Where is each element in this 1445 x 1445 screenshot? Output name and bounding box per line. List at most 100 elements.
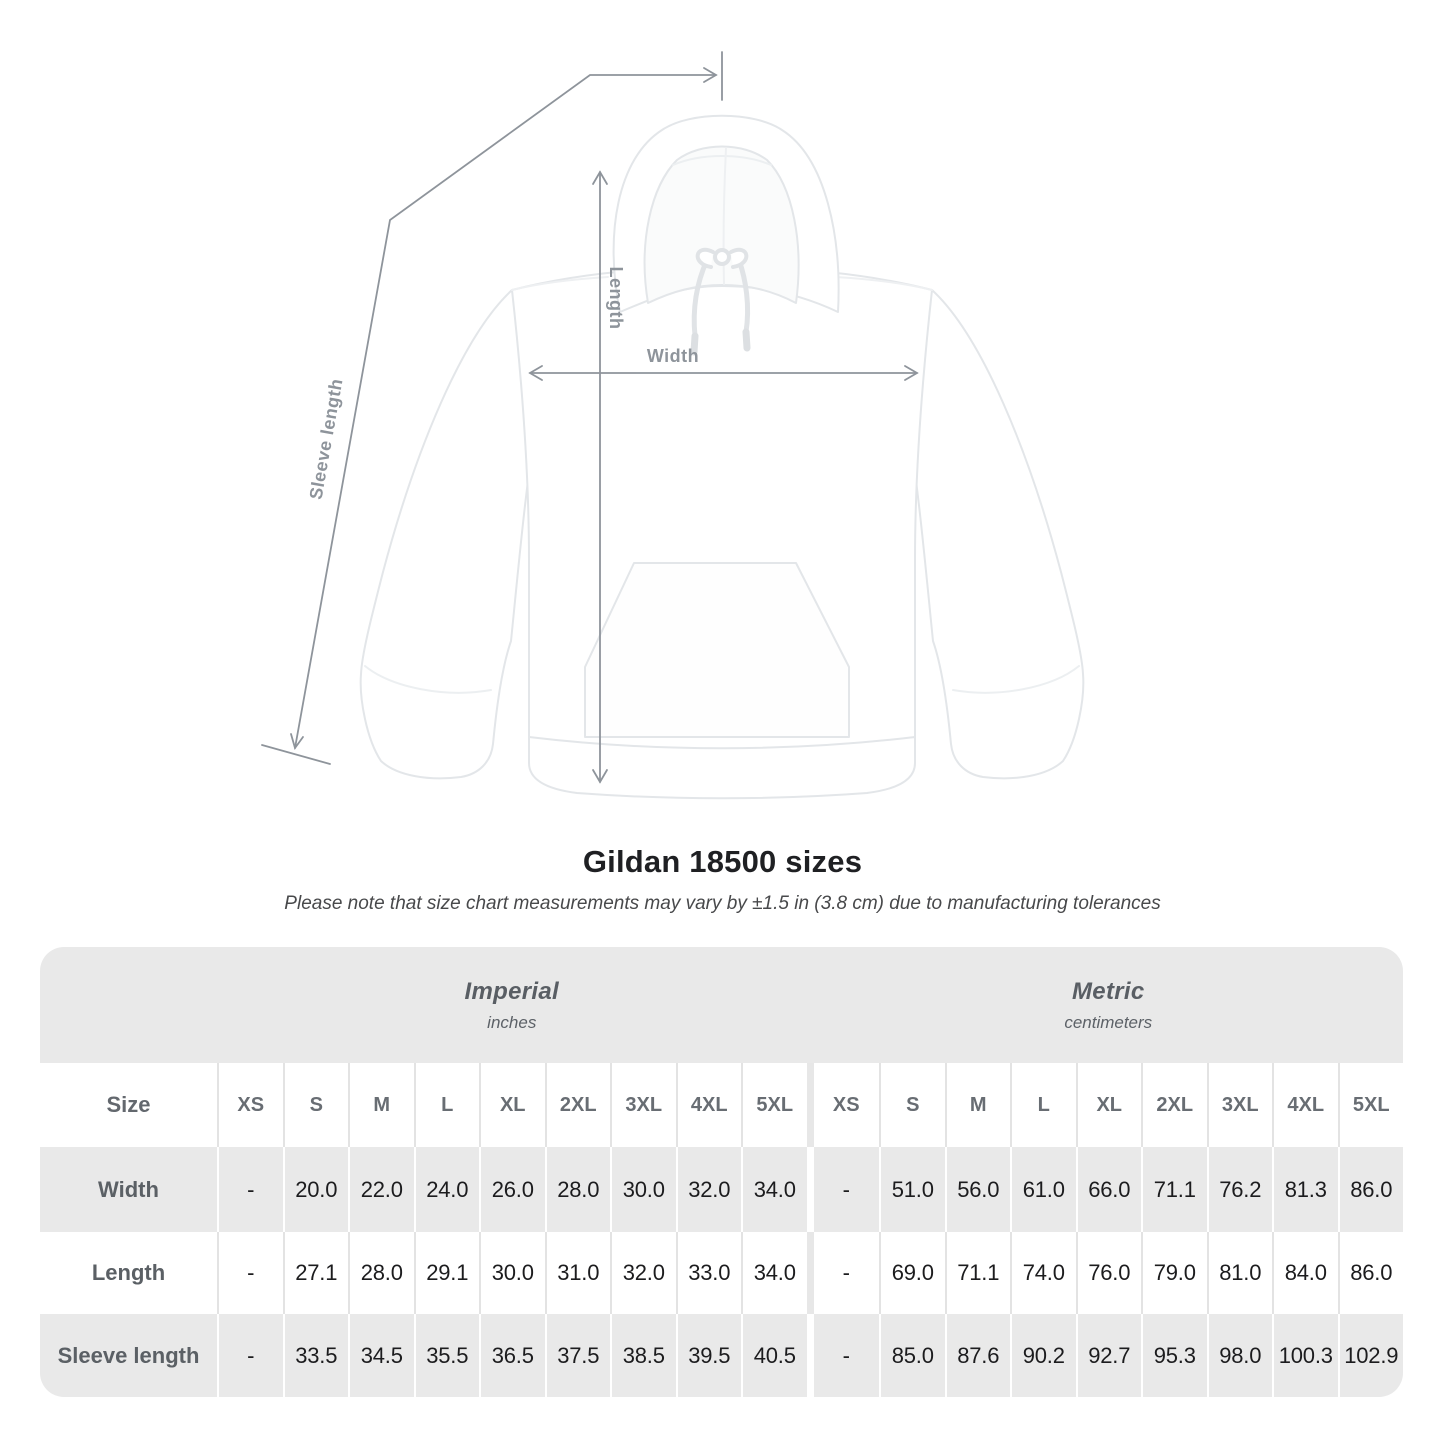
imperial-size-header: 5XL bbox=[741, 1063, 807, 1147]
table-cell: 20.0 bbox=[282, 1147, 348, 1232]
table-cell: 32.0 bbox=[610, 1232, 676, 1314]
metric-group-name: Metric bbox=[1072, 977, 1145, 1005]
hoodie-illustration bbox=[359, 114, 1085, 800]
hoodie-right-cuff-seam bbox=[952, 665, 1080, 694]
arrowhead-up bbox=[592, 170, 608, 185]
table-cell: 98.0 bbox=[1206, 1314, 1272, 1397]
unit-divider bbox=[806, 1232, 814, 1314]
table-cell: - bbox=[217, 1232, 283, 1314]
imperial-group-name: Imperial bbox=[464, 977, 559, 1005]
metric-size-header: L bbox=[1010, 1063, 1076, 1147]
table-cell: 79.0 bbox=[1141, 1232, 1207, 1314]
table-cell: 84.0 bbox=[1272, 1232, 1338, 1314]
table-cell: 66.0 bbox=[1075, 1147, 1141, 1232]
hoodie-pocket bbox=[584, 562, 850, 738]
metric-size-header: XS bbox=[813, 1063, 879, 1147]
table-cell: 90.2 bbox=[1010, 1314, 1076, 1397]
metric-size-header: 4XL bbox=[1272, 1063, 1338, 1147]
tolerance-note: Please note that size chart measurements… bbox=[284, 893, 1161, 914]
sleeve-length-dimension-label: Sleeve length bbox=[306, 377, 347, 501]
width-dimension bbox=[528, 365, 919, 381]
metric-group-header: Metric centimeters bbox=[814, 947, 1404, 1063]
table-cell: 61.0 bbox=[1010, 1147, 1076, 1232]
metric-size-header: 5XL bbox=[1337, 1063, 1403, 1147]
hoodie-hood-opening bbox=[643, 145, 800, 304]
row-label: Sleeve length bbox=[40, 1314, 217, 1397]
table-row-length: Length - 27.1 28.0 29.1 30.0 31.0 32.0 3… bbox=[40, 1232, 1403, 1314]
imperial-size-header: 3XL bbox=[610, 1063, 676, 1147]
table-cell: 34.0 bbox=[741, 1232, 807, 1314]
length-dimension-label: Length bbox=[606, 267, 626, 330]
table-cell: 92.7 bbox=[1075, 1314, 1141, 1397]
table-cell: 37.5 bbox=[544, 1314, 610, 1397]
table-cell: - bbox=[813, 1147, 879, 1232]
table-cell: - bbox=[217, 1314, 283, 1397]
table-cell: 81.3 bbox=[1272, 1147, 1338, 1232]
table-cell: 85.0 bbox=[879, 1314, 945, 1397]
table-cell: - bbox=[813, 1232, 879, 1314]
table-cell: 81.0 bbox=[1206, 1232, 1272, 1314]
table-cell: 74.0 bbox=[1010, 1232, 1076, 1314]
table-cell: 102.9 bbox=[1337, 1314, 1403, 1397]
arrowhead-right bbox=[703, 67, 718, 83]
table-cell: 34.0 bbox=[741, 1147, 807, 1232]
table-cell: 28.0 bbox=[348, 1232, 414, 1314]
metric-group-unit: centimeters bbox=[1064, 1012, 1153, 1032]
table-cell: 56.0 bbox=[944, 1147, 1010, 1232]
imperial-size-header: 4XL bbox=[675, 1063, 741, 1147]
table-cell: 86.0 bbox=[1337, 1232, 1403, 1314]
hoodie-shoulder-seams bbox=[511, 276, 933, 291]
metric-size-header: XL bbox=[1075, 1063, 1141, 1147]
table-cell: 40.5 bbox=[741, 1314, 807, 1397]
table-cell: 33.5 bbox=[282, 1314, 348, 1397]
table-cell: 95.3 bbox=[1141, 1314, 1207, 1397]
hoodie-drawstrings bbox=[690, 247, 751, 356]
imperial-size-header: S bbox=[282, 1063, 348, 1147]
width-dimension-label: Width bbox=[647, 346, 699, 366]
metric-size-header: 2XL bbox=[1141, 1063, 1207, 1147]
table-cell: 71.1 bbox=[944, 1232, 1010, 1314]
hoodie-hem-band bbox=[528, 736, 916, 800]
imperial-size-header: M bbox=[348, 1063, 414, 1147]
arrowhead-right bbox=[904, 365, 919, 381]
table-cell: 33.0 bbox=[675, 1232, 741, 1314]
hoodie-right-sleeve bbox=[906, 289, 1085, 780]
hoodie-left-sleeve bbox=[359, 289, 538, 780]
table-row-width: Width - 20.0 22.0 24.0 26.0 28.0 30.0 32… bbox=[40, 1147, 1403, 1232]
table-cell: 36.5 bbox=[479, 1314, 545, 1397]
table-cell: 76.2 bbox=[1206, 1147, 1272, 1232]
row-label: Width bbox=[40, 1147, 217, 1232]
table-cell: 32.0 bbox=[675, 1147, 741, 1232]
size-header-row: Size XS S M L XL 2XL 3XL 4XL 5XL XS S M … bbox=[40, 1063, 1403, 1147]
table-cell: 100.3 bbox=[1272, 1314, 1338, 1397]
imperial-size-header: XL bbox=[479, 1063, 545, 1147]
imperial-group-header: Imperial inches bbox=[217, 947, 807, 1063]
row-label: Length bbox=[40, 1232, 217, 1314]
table-cell: - bbox=[813, 1314, 879, 1397]
imperial-size-header: L bbox=[413, 1063, 479, 1147]
imperial-size-header: 2XL bbox=[544, 1063, 610, 1147]
table-cell: 30.0 bbox=[610, 1147, 676, 1232]
table-cell: 76.0 bbox=[1075, 1232, 1141, 1314]
sleeve-length-dimension bbox=[261, 51, 723, 765]
table-cell: 51.0 bbox=[879, 1147, 945, 1232]
arrowhead-down-left bbox=[290, 733, 304, 751]
table-cell: 24.0 bbox=[413, 1147, 479, 1232]
table-cell: 31.0 bbox=[544, 1232, 610, 1314]
dimension-lines bbox=[261, 51, 919, 784]
page-title: Gildan 18500 sizes bbox=[582, 844, 863, 879]
table-cell: 35.5 bbox=[413, 1314, 479, 1397]
hoodie-hood-gather-seam bbox=[672, 155, 772, 166]
table-cell: 28.0 bbox=[544, 1147, 610, 1232]
arrowhead-down bbox=[592, 769, 608, 784]
metric-size-header: 3XL bbox=[1206, 1063, 1272, 1147]
unit-group-band: Imperial inches Metric centimeters bbox=[40, 947, 1403, 1063]
table-row-sleeve-length: Sleeve length - 33.5 34.5 35.5 36.5 37.5… bbox=[40, 1314, 1403, 1397]
size-column-header: Size bbox=[40, 1063, 217, 1147]
hoodie-hood-center-seam bbox=[722, 147, 727, 285]
table-cell: 39.5 bbox=[675, 1314, 741, 1397]
hoodie-left-cuff-seam bbox=[364, 665, 492, 694]
metric-size-header: S bbox=[879, 1063, 945, 1147]
table-cell: 69.0 bbox=[879, 1232, 945, 1314]
hoodie-measurement-diagram: Width Length Sleeve length bbox=[261, 51, 1085, 800]
